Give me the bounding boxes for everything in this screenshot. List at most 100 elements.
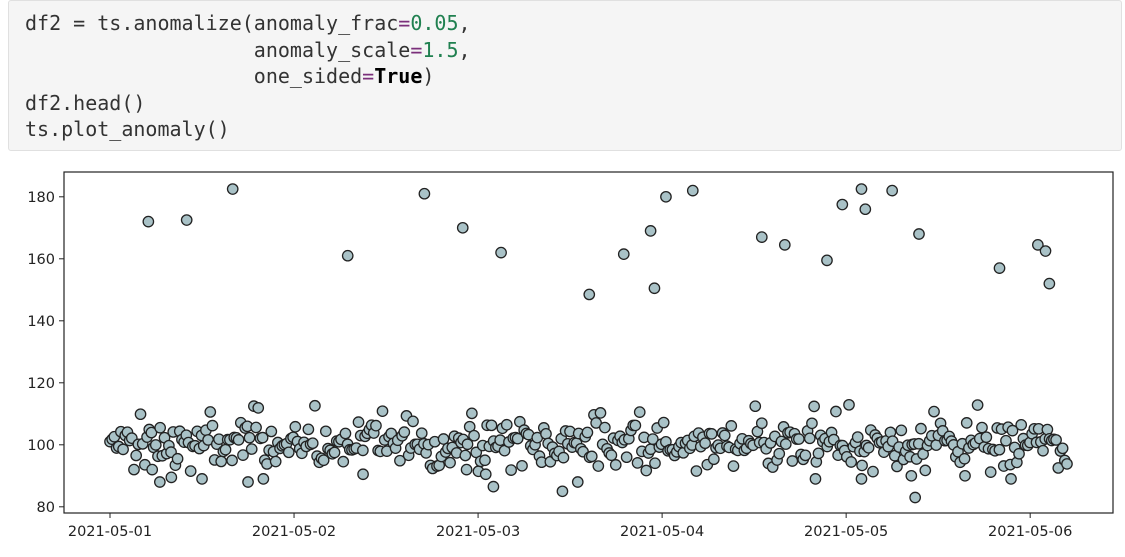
anomaly-point xyxy=(836,198,849,211)
x-tick-label: 2021-05-03 xyxy=(436,524,520,540)
data-point xyxy=(891,460,903,473)
data-point xyxy=(265,425,278,438)
data-point-low xyxy=(165,471,178,484)
data-point xyxy=(856,459,868,472)
data-point xyxy=(237,449,249,461)
anomaly-point xyxy=(418,187,431,200)
data-point xyxy=(407,415,419,428)
anomaly-point xyxy=(341,249,354,262)
data-point xyxy=(646,433,659,445)
data-point xyxy=(134,408,147,421)
data-point xyxy=(250,421,262,434)
anomaly-point xyxy=(644,225,657,237)
data-point-low xyxy=(959,469,971,482)
data-point-low xyxy=(909,491,922,504)
data-point xyxy=(117,443,129,456)
data-point xyxy=(718,429,731,442)
data-point xyxy=(206,419,219,432)
y-tick-label: 100 xyxy=(27,438,55,454)
data-point xyxy=(915,422,927,435)
data-point xyxy=(289,420,302,433)
anomaly-point xyxy=(913,228,925,240)
code-input[interactable]: df2 = ts.anomalize(anomaly_frac=0.05, an… xyxy=(25,10,471,143)
anomaly-point xyxy=(495,246,507,259)
data-point-low xyxy=(357,468,369,481)
data-point xyxy=(130,449,143,462)
data-point-low xyxy=(146,463,159,476)
data-point xyxy=(799,449,812,462)
anomaly-point xyxy=(755,231,768,243)
data-point xyxy=(256,431,269,444)
data-point xyxy=(803,432,816,445)
data-point-low xyxy=(460,463,473,476)
data-point xyxy=(867,465,879,478)
data-point xyxy=(219,443,232,456)
data-point xyxy=(145,426,158,439)
data-point xyxy=(128,463,140,476)
x-tick-label: 2021-05-05 xyxy=(804,524,888,540)
data-point xyxy=(415,427,428,440)
data-point xyxy=(984,466,997,478)
data-point xyxy=(793,433,805,445)
data-point xyxy=(598,421,611,434)
code-line-1: df2 = ts.anomalize(anomaly_frac=0.05, xyxy=(25,11,471,35)
data-point-low xyxy=(154,476,166,488)
data-point xyxy=(437,433,450,445)
data-point xyxy=(1037,444,1049,457)
data-point xyxy=(1006,424,1019,437)
data-point xyxy=(640,464,653,477)
anomaly-point xyxy=(855,183,868,195)
data-point-low xyxy=(196,473,208,485)
anomaly-point xyxy=(859,203,872,216)
data-point xyxy=(245,443,258,455)
data-point xyxy=(786,455,799,467)
anomaly-point xyxy=(778,239,791,251)
data-point xyxy=(204,406,217,418)
data-point xyxy=(485,419,498,432)
data-point xyxy=(466,407,478,420)
anomaly-point xyxy=(648,282,661,295)
data-point xyxy=(843,398,855,411)
data-point xyxy=(511,432,524,445)
code-cell[interactable]: df2 = ts.anomalize(anomaly_frac=0.05, an… xyxy=(8,0,1122,151)
data-point xyxy=(958,452,971,465)
data-point xyxy=(845,456,858,468)
data-point xyxy=(215,455,228,468)
code-line-5: ts.plot_anomaly() xyxy=(25,117,230,141)
y-tick-label: 140 xyxy=(27,314,55,330)
code-line-3: one_sided=True) xyxy=(253,64,435,88)
data-point xyxy=(1013,447,1025,460)
data-point xyxy=(594,407,607,419)
data-point xyxy=(808,400,820,413)
data-point xyxy=(376,405,389,418)
data-point xyxy=(479,454,491,467)
data-point-low xyxy=(479,468,492,481)
data-point xyxy=(226,454,238,467)
data-point xyxy=(269,455,282,468)
anomaly-point xyxy=(886,184,899,197)
anomaly-point xyxy=(686,184,699,197)
data-point xyxy=(993,443,1006,456)
anomaly-point xyxy=(821,254,833,267)
data-point xyxy=(243,431,256,444)
data-point xyxy=(980,431,993,444)
data-point-low xyxy=(487,480,500,493)
data-point xyxy=(592,460,605,472)
data-point xyxy=(1050,434,1062,446)
anomaly-point xyxy=(993,262,1006,274)
data-point-low xyxy=(242,476,254,488)
data-point xyxy=(306,437,319,450)
data-point xyxy=(232,434,245,446)
y-tick-label: 120 xyxy=(27,376,55,392)
data-point xyxy=(633,406,646,418)
data-point xyxy=(725,420,738,432)
data-point xyxy=(398,426,411,438)
data-point xyxy=(812,447,825,460)
data-point xyxy=(302,423,315,436)
data-point-low xyxy=(1005,473,1017,485)
data-point-low xyxy=(257,473,270,485)
anomaly-point xyxy=(1032,239,1044,251)
data-point xyxy=(444,456,456,469)
data-point xyxy=(516,459,528,472)
